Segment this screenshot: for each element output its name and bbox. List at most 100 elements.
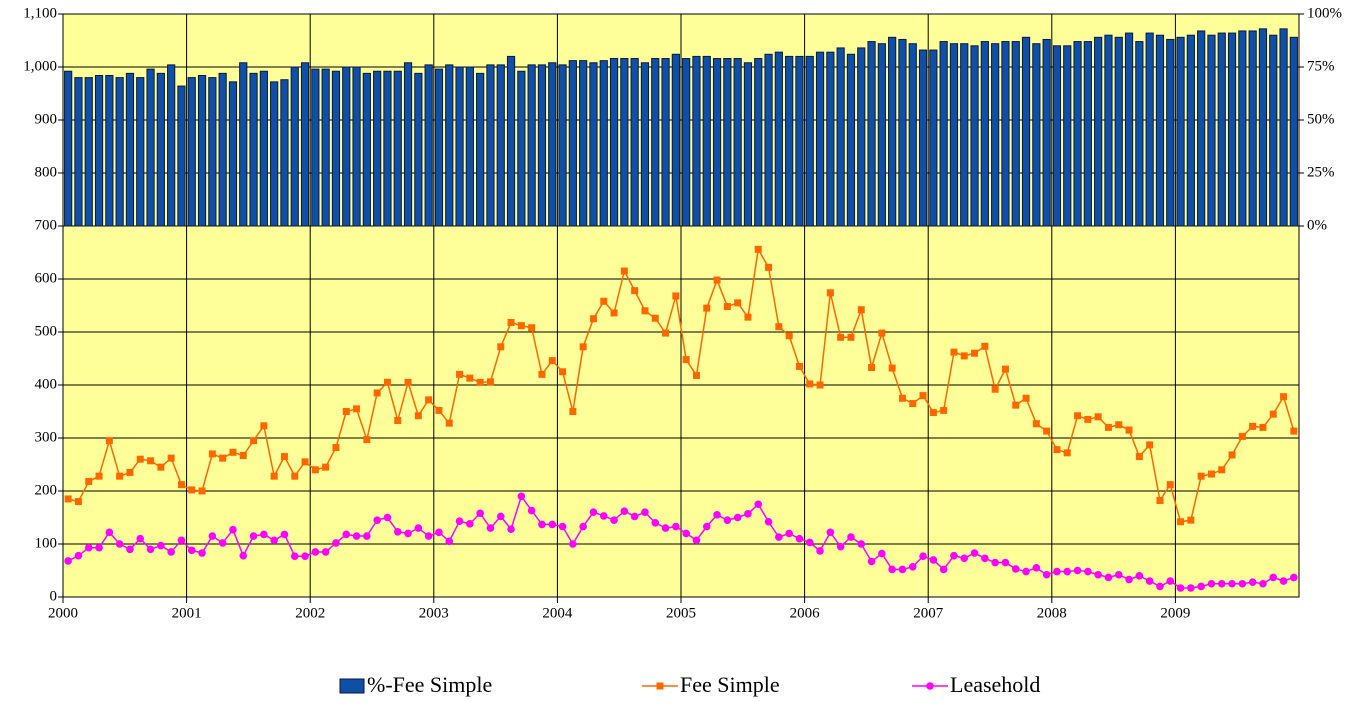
marker	[1207, 470, 1215, 478]
legend-item: Fee Simple	[642, 672, 780, 697]
bar	[960, 43, 969, 227]
y-tick-label: 1,100	[23, 5, 57, 21]
x-tick-label: 2005	[666, 605, 696, 621]
bar	[259, 70, 268, 227]
bar	[970, 45, 979, 227]
marker	[188, 486, 196, 494]
marker	[610, 309, 618, 317]
marker	[208, 532, 217, 540]
marker	[548, 357, 556, 365]
bar	[300, 62, 310, 227]
marker	[280, 530, 289, 539]
marker	[805, 538, 814, 547]
bar	[1166, 38, 1175, 227]
y-tick-label: 100	[35, 535, 58, 551]
marker	[558, 522, 567, 531]
marker	[116, 472, 124, 480]
marker	[517, 492, 526, 501]
bar	[785, 55, 794, 227]
y-tick-label: 800	[35, 164, 58, 180]
bar	[980, 41, 989, 227]
marker	[579, 522, 587, 531]
marker	[1042, 570, 1051, 579]
marker	[1104, 573, 1113, 582]
bar	[568, 60, 577, 227]
marker	[702, 522, 711, 531]
bar	[1073, 41, 1082, 227]
bar	[84, 77, 93, 227]
bar	[1063, 45, 1072, 227]
marker	[661, 524, 670, 532]
marker	[456, 370, 464, 378]
marker	[1022, 394, 1030, 402]
marker	[888, 565, 896, 574]
marker	[754, 500, 763, 509]
marker	[919, 552, 927, 560]
x-tick-label: 2004	[542, 605, 573, 621]
marker	[1279, 577, 1288, 585]
marker	[311, 548, 320, 556]
legend-label: Leasehold	[950, 672, 1040, 697]
y2-tick-label: 0%	[1307, 217, 1327, 233]
legend-swatch	[339, 678, 365, 694]
bar	[1021, 36, 1031, 227]
bar	[1207, 34, 1216, 227]
marker	[424, 532, 433, 540]
bar	[187, 77, 196, 227]
marker	[1228, 579, 1236, 588]
marker	[270, 472, 278, 480]
marker	[373, 516, 381, 524]
bar	[1269, 34, 1278, 227]
bar	[671, 53, 680, 227]
marker	[950, 348, 958, 356]
y2-tick-label: 75%	[1307, 58, 1335, 74]
x-tick-label: 2009	[1160, 605, 1190, 621]
legend-marker	[656, 682, 664, 690]
marker	[1114, 570, 1123, 579]
bar	[579, 60, 588, 227]
marker	[157, 541, 165, 550]
y-tick-label: 0	[50, 588, 58, 604]
y-tick-label: 700	[35, 217, 58, 233]
bar	[1114, 36, 1123, 227]
bar	[455, 66, 464, 227]
marker	[1053, 567, 1061, 576]
bar	[826, 51, 835, 227]
marker	[187, 546, 196, 555]
y-tick-label: 1,000	[23, 58, 57, 74]
bar	[743, 62, 753, 227]
marker	[363, 436, 371, 444]
y-tick-label: 600	[35, 270, 58, 286]
marker	[1094, 570, 1102, 579]
bar	[1197, 30, 1206, 227]
marker	[672, 292, 680, 300]
marker	[1022, 567, 1030, 576]
bar	[228, 81, 238, 227]
marker	[1104, 423, 1112, 431]
marker	[610, 516, 618, 524]
marker	[198, 549, 206, 557]
marker	[599, 512, 608, 520]
bar	[723, 58, 732, 227]
marker	[136, 534, 145, 543]
bar	[1001, 41, 1010, 227]
marker	[332, 539, 340, 547]
marker	[383, 513, 392, 522]
bar	[774, 51, 783, 227]
plot-border	[62, 13, 1300, 598]
marker	[898, 565, 907, 574]
marker	[383, 378, 391, 386]
bar	[1094, 36, 1103, 227]
marker	[878, 549, 886, 558]
marker	[836, 542, 845, 551]
marker	[857, 306, 865, 314]
marker	[1248, 578, 1257, 586]
marker	[291, 472, 299, 480]
marker	[806, 380, 814, 388]
bar	[795, 55, 804, 227]
marker	[641, 508, 649, 516]
marker	[940, 406, 948, 414]
x-tick-label: 2002	[295, 605, 325, 621]
bar	[270, 81, 279, 227]
